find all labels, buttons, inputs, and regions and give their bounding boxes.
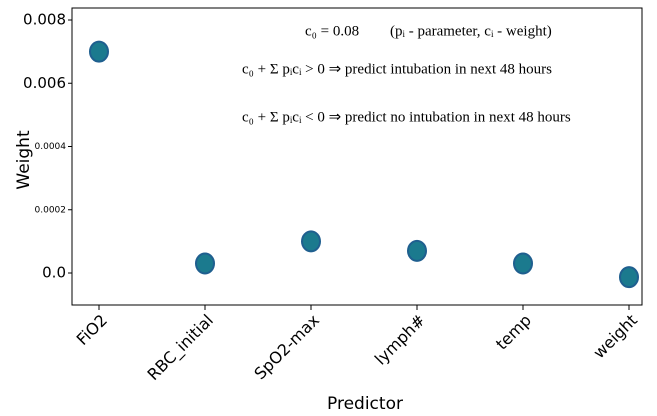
x-tick-label: FiO2	[73, 311, 111, 349]
x-axis-label: Predictor	[327, 394, 403, 414]
dot	[301, 230, 321, 253]
y-tick-label: 0.008	[23, 11, 66, 29]
x-tick-label: temp	[492, 311, 535, 354]
x-tick-label: weight	[589, 311, 641, 363]
x-tick-label: SpO2-max	[250, 311, 323, 384]
x-tick-label: lymph#	[371, 311, 429, 369]
y-tick-label: 0.0	[42, 264, 66, 282]
y-tick-label: 0.006	[23, 74, 66, 92]
x-tick-label: RBC_initial	[143, 311, 217, 385]
dot	[407, 239, 427, 262]
annotation: (pᵢ - parameter, cᵢ - weight)	[390, 23, 552, 39]
y-tick-label: 0.0004	[35, 142, 67, 152]
dot	[195, 252, 215, 275]
y-axis-label: Weight	[14, 130, 34, 190]
y-tick-label: 0.0002	[35, 205, 67, 215]
dot	[89, 40, 109, 63]
annotation: c₀ + Σ pᵢcᵢ > 0 ⇒ predict intubation in …	[242, 61, 552, 77]
annotation: c₀ = 0.08	[305, 23, 359, 39]
plot-frame	[71, 7, 643, 306]
dot	[619, 266, 639, 289]
dot	[513, 252, 533, 275]
annotation: c₀ + Σ pᵢcᵢ < 0 ⇒ predict no intubation …	[242, 109, 571, 125]
